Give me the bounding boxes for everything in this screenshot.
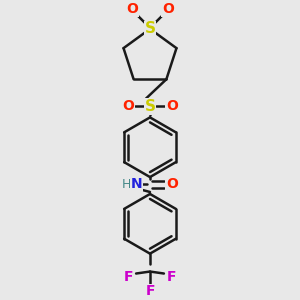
Text: F: F [145,284,155,298]
Text: F: F [123,269,133,284]
Text: O: O [126,2,138,16]
Text: F: F [167,269,177,284]
Text: S: S [145,21,155,36]
Text: H: H [122,178,131,190]
Text: O: O [122,100,134,113]
Text: O: O [162,2,174,16]
Text: N: N [130,177,142,191]
Text: O: O [166,100,178,113]
Text: S: S [145,99,155,114]
Text: O: O [166,177,178,191]
